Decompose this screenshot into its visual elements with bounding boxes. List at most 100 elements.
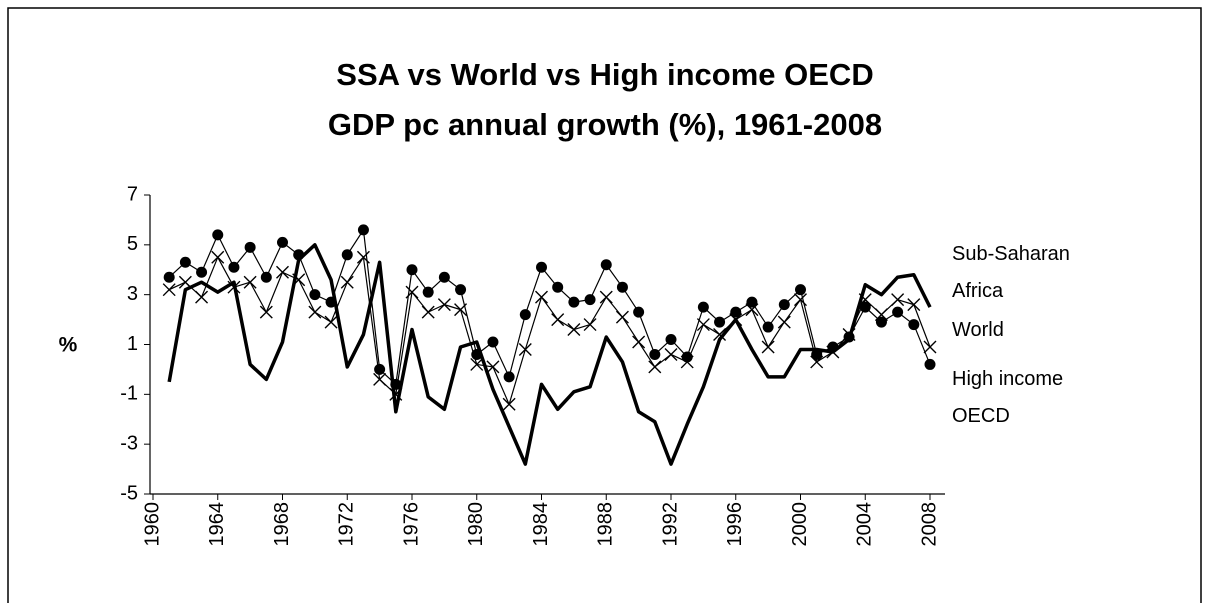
point-marker [471, 348, 483, 360]
point-marker [179, 256, 191, 268]
point-marker [762, 321, 774, 333]
point-marker [276, 265, 289, 279]
point-marker [600, 259, 612, 271]
point-marker [730, 306, 742, 318]
y-tick-label: 1 [127, 333, 138, 355]
point-marker [615, 310, 629, 324]
chart-border [7, 7, 1202, 603]
point-marker [924, 358, 936, 370]
point-marker [259, 305, 273, 319]
point-marker [519, 309, 531, 321]
point-marker [777, 315, 791, 329]
point-marker [341, 249, 353, 261]
legend-entry: World [952, 319, 1004, 341]
point-marker [633, 306, 645, 318]
point-marker [567, 323, 581, 337]
point-marker [163, 271, 175, 283]
x-tick-label: 1996 [724, 502, 746, 547]
x-tick-label: 1968 [271, 502, 293, 547]
point-marker [794, 293, 807, 307]
point-marker [325, 296, 337, 308]
point-marker [795, 284, 806, 296]
point-marker [309, 289, 321, 301]
point-marker [373, 372, 387, 386]
x-tick-label: 1992 [659, 502, 681, 547]
y-tick-label: -1 [120, 383, 138, 405]
point-marker [212, 229, 224, 241]
point-marker [277, 236, 288, 248]
point-marker [746, 296, 758, 308]
point-marker [293, 249, 305, 261]
point-marker [243, 275, 257, 289]
point-marker [616, 281, 628, 293]
point-marker [761, 340, 775, 354]
legend-entry: High income OECD [952, 368, 1064, 427]
point-marker [536, 261, 547, 273]
point-marker [486, 360, 500, 374]
point-marker [308, 305, 322, 319]
point-marker [178, 275, 192, 289]
point-marker [260, 271, 272, 283]
point-marker [714, 316, 726, 328]
point-marker [228, 261, 240, 273]
point-marker [502, 397, 516, 411]
point-marker [681, 351, 693, 363]
series-line [167, 243, 932, 466]
point-marker [196, 266, 208, 278]
y-tick-label: -5 [120, 482, 138, 504]
point-marker [778, 299, 790, 311]
point-marker [552, 281, 564, 293]
y-tick-label: -3 [120, 432, 138, 454]
point-marker [908, 319, 920, 331]
y-axis-label: % [59, 334, 78, 357]
point-marker [923, 340, 937, 354]
point-marker [437, 298, 451, 312]
x-tick-label: 1964 [206, 502, 228, 547]
point-marker [891, 293, 905, 307]
x-tick-label: 1960 [141, 502, 163, 547]
point-marker [551, 313, 565, 327]
point-marker [374, 363, 386, 375]
point-marker [599, 290, 613, 304]
point-marker [421, 305, 435, 319]
point-marker [162, 283, 176, 297]
point-marker [357, 224, 369, 236]
point-marker [340, 275, 354, 289]
point-marker [859, 301, 871, 313]
point-marker [390, 378, 402, 390]
point-marker [713, 328, 727, 342]
point-marker [584, 294, 596, 306]
point-marker [211, 250, 225, 264]
point-marker [195, 290, 209, 304]
point-marker [535, 290, 548, 304]
point-marker [827, 341, 839, 353]
point-marker [583, 318, 597, 332]
y-tick-label: 3 [127, 283, 138, 305]
point-marker [227, 280, 241, 294]
point-marker [518, 342, 532, 356]
x-tick-label: 1984 [530, 502, 552, 547]
point-marker [406, 264, 418, 276]
point-marker [697, 301, 709, 313]
point-marker [907, 298, 921, 312]
point-marker [811, 348, 823, 360]
point-marker [665, 334, 677, 346]
y-tick-label: 7 [127, 183, 138, 205]
point-marker [389, 387, 403, 401]
x-tick-label: 1976 [400, 502, 422, 547]
point-marker [843, 331, 855, 343]
point-marker [664, 347, 678, 361]
chart-title: GDP pc annual growth (%), 1961-2008 [328, 107, 882, 142]
point-marker [324, 315, 338, 329]
chart-title: SSA vs World vs High income OECD [336, 57, 873, 92]
point-marker [632, 335, 646, 349]
x-tick-label: 1972 [336, 502, 358, 547]
y-tick-label: 5 [127, 233, 138, 255]
point-marker [875, 316, 887, 328]
x-tick-label: 2004 [854, 502, 876, 547]
point-marker [487, 336, 499, 348]
series-line [168, 256, 931, 405]
point-marker [455, 284, 467, 296]
